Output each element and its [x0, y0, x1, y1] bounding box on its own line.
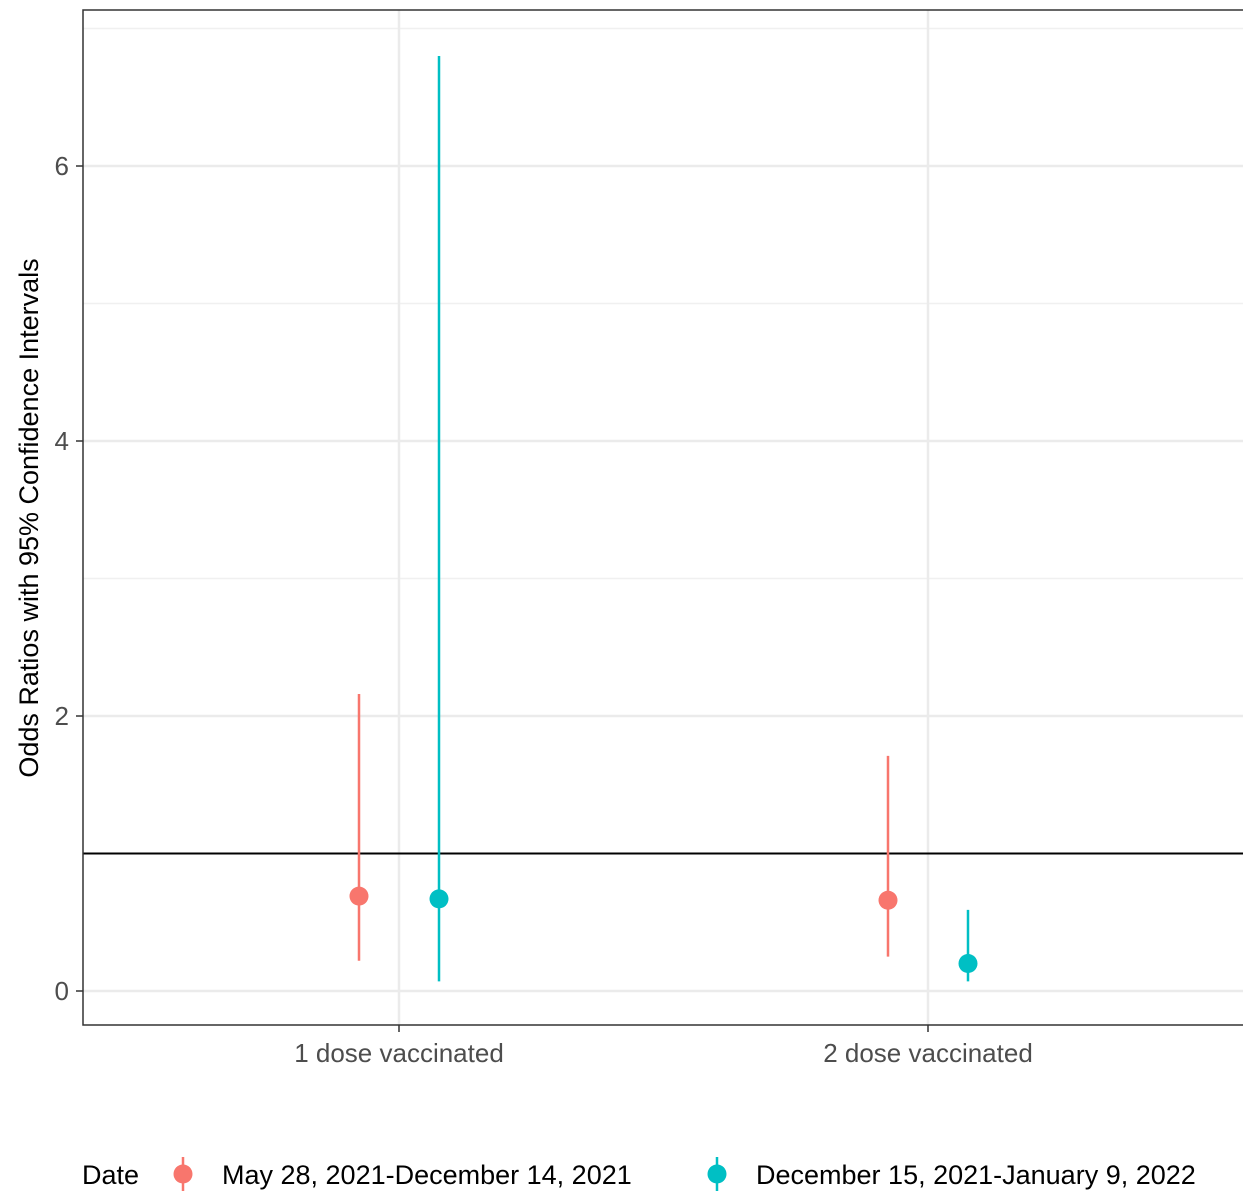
legend-title: Date: [82, 1160, 139, 1190]
x-tick-label: 2 dose vaccinated: [823, 1038, 1033, 1068]
y-tick-label: 0: [55, 976, 69, 1006]
y-tick-label: 6: [55, 151, 69, 181]
data-marks: [349, 56, 978, 982]
point-estimate: [878, 890, 898, 910]
legend-key-point: [173, 1164, 193, 1184]
grid-lines: [83, 10, 1243, 1025]
point-estimate: [429, 889, 449, 909]
point-estimate: [958, 954, 978, 973]
legend: Date May 28, 2021-December 14, 2021 Decem…: [82, 1157, 1196, 1191]
axes: 0 2 4 6 1 dose vaccinated 2 dose vaccinated: [55, 9, 1243, 1068]
panel-border: [82, 9, 1243, 1026]
y-tick-label: 2: [55, 701, 69, 731]
legend-label: December 15, 2021-January 9, 2022: [756, 1160, 1196, 1190]
point-estimate: [349, 886, 369, 906]
legend-label: May 28, 2021-December 14, 2021: [222, 1160, 632, 1190]
x-tick-label: 1 dose vaccinated: [294, 1038, 504, 1068]
y-tick-label: 4: [55, 426, 69, 456]
y-axis-title: Odds Ratios with 95% Confidence Interval…: [14, 258, 44, 777]
legend-key-point: [707, 1164, 727, 1184]
